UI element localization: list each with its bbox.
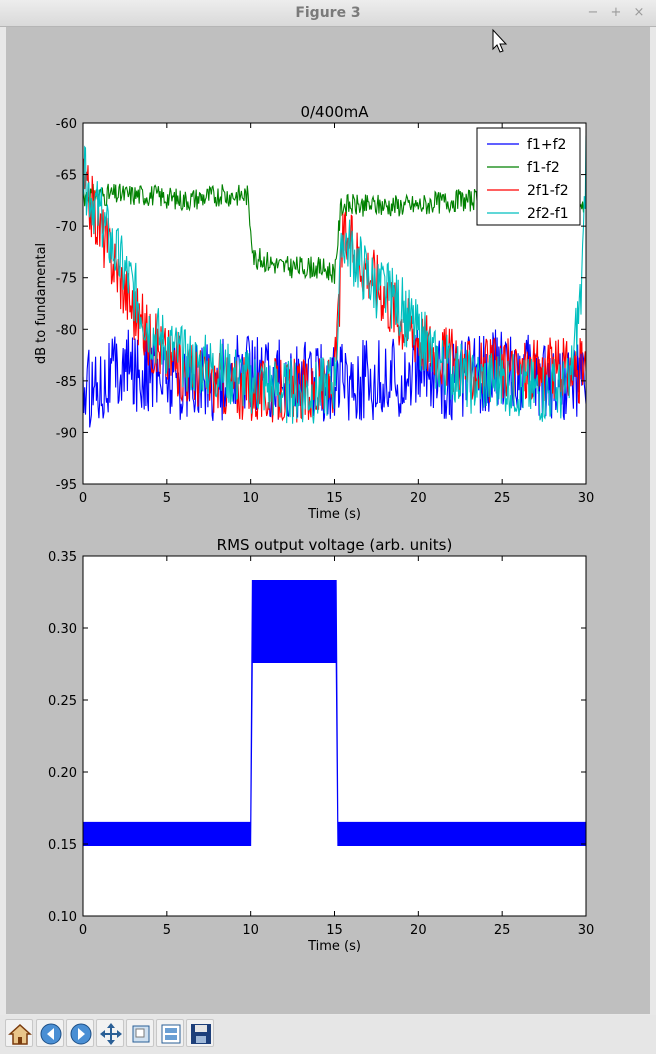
rms-band-0 [83,579,586,846]
y-tick-label: 0.20 [48,766,77,781]
window-title: Figure 3 [295,5,361,21]
x-tick-label: 20 [410,923,427,938]
figure-svg: 0 5 10 15 20 25 30 -60 -65 -70 -75 -80 -85 -90 -95 0/40… [34,28,595,954]
save-button[interactable] [186,1019,214,1047]
subplots-icon [161,1024,181,1044]
y-tick-label: 0.15 [48,838,77,853]
chart0-plot-group [83,135,586,428]
zoom-icon [132,1025,150,1043]
y-tick-label: 0.10 [48,910,77,925]
zoom-button[interactable] [126,1019,154,1047]
y-tick-label: -60 [56,117,77,132]
home-button[interactable] [5,1019,33,1047]
x-tick-label: 10 [242,491,259,506]
home-icon [8,1023,32,1045]
y-tick-label: 0.30 [48,622,77,637]
legend-entry: f1+f2 [527,137,566,153]
x-tick-label: 25 [494,923,511,938]
x-tick-label: 5 [163,923,171,938]
maximize-button[interactable]: + [610,5,622,20]
x-tick-label: 30 [578,923,595,938]
chart-title: 0/400mA [300,103,369,121]
legend-entry: 2f2-f1 [527,206,569,222]
chart-title: RMS output voltage (arb. units) [217,536,453,554]
y-tick-label: -65 [56,169,77,184]
x-tick-label: 30 [578,491,595,506]
forward-button[interactable] [66,1019,94,1047]
legend-entry: 2f1-f2 [527,183,569,199]
x-tick-label: 0 [79,923,87,938]
navigation-toolbar [0,1015,656,1054]
rms-band-gap-0 [254,663,335,846]
x-tick-label: 0 [79,491,87,506]
x-tick-label: 5 [163,491,171,506]
x-axis-label: Time (s) [307,939,361,954]
save-icon [191,1024,211,1044]
chart1-plot-group [83,579,586,846]
pan-button[interactable] [96,1019,124,1047]
y-tick-label: -80 [56,323,77,338]
subplots-button[interactable] [156,1019,184,1047]
y-tick-label: 0.25 [48,694,77,709]
y-tick-label: -70 [56,220,77,235]
minimize-button[interactable]: − [587,5,599,20]
x-axis-label: Time (s) [307,507,361,522]
y-tick-label: -75 [56,272,77,287]
close-button[interactable]: × [633,5,645,20]
mouse-cursor-icon [492,28,508,53]
x-tick-label: 10 [242,923,259,938]
y-tick-label: -95 [56,478,77,493]
x-tick-label: 25 [494,491,511,506]
pan-icon [100,1023,122,1045]
y-tick-label: 0.35 [48,550,77,565]
y-axis-label: dB to fundamental [34,243,49,364]
figure-canvas[interactable]: 0 5 10 15 20 25 30 -60 -65 -70 -75 -80 -85 -90 -95 0/40… [6,27,650,1014]
x-tick-label: 15 [326,491,343,506]
back-icon [40,1023,62,1045]
window-titlebar: Figure 3 − + × [0,0,656,27]
x-tick-label: 20 [410,491,427,506]
back-button[interactable] [36,1019,64,1047]
y-tick-label: -90 [56,426,77,441]
series-line-3 [83,135,586,424]
x-tick-label: 15 [326,923,343,938]
forward-icon [70,1023,92,1045]
y-tick-label: -85 [56,375,77,390]
legend-entry: f1-f2 [527,160,560,176]
